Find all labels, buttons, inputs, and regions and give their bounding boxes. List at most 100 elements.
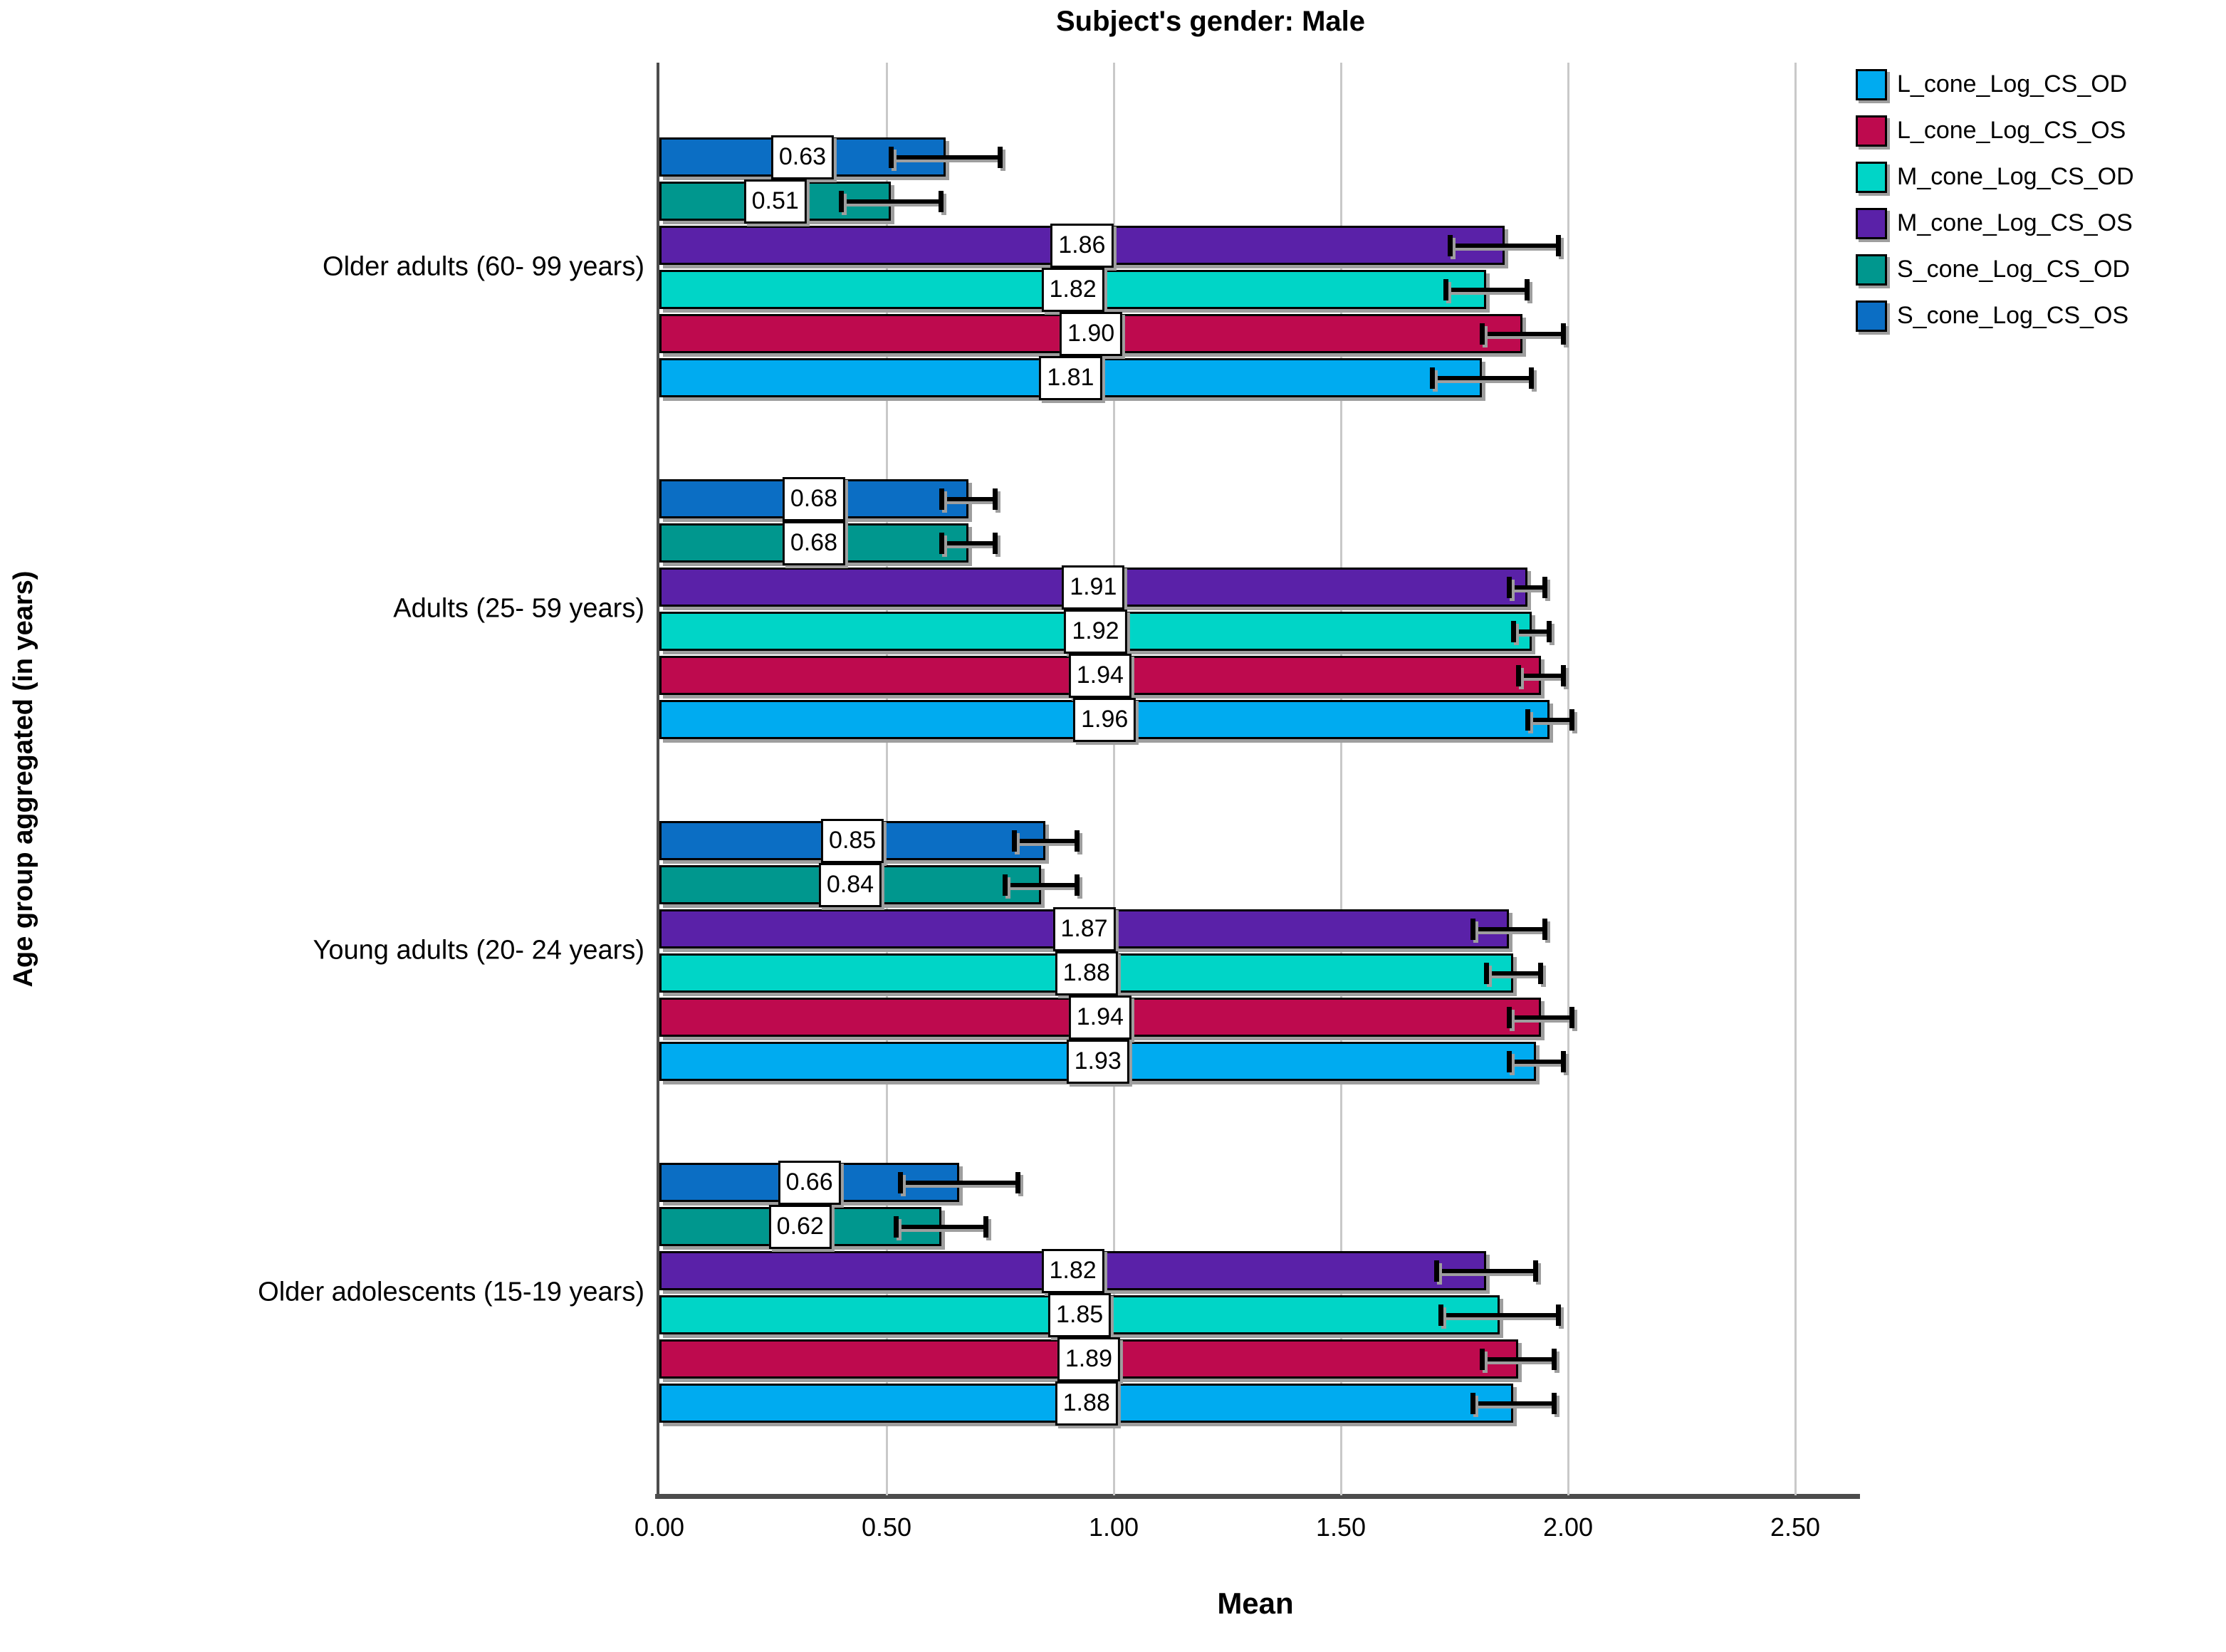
value-label: 0.68 [782, 476, 845, 521]
error-bar-cap [893, 1216, 899, 1238]
value-label: 0.68 [782, 521, 845, 565]
error-bar-cap [1507, 1006, 1512, 1028]
error-bar-line [941, 496, 996, 501]
value-label: 1.93 [1066, 1039, 1129, 1084]
x-tick-label: 1.00 [1088, 1512, 1139, 1542]
error-bar-cap [1560, 323, 1566, 345]
value-label: 1.91 [1062, 565, 1125, 610]
legend-label: S_cone_Log_CS_OD [1897, 256, 2131, 283]
error-bar-cap [1524, 278, 1530, 300]
error-bar-line [1004, 882, 1077, 887]
value-label: 0.62 [768, 1204, 832, 1249]
legend-swatch [1856, 161, 1887, 193]
legend-swatch [1856, 115, 1887, 147]
gridline [1340, 63, 1342, 1495]
error-bar-cap [1556, 234, 1562, 256]
error-bar-cap [939, 532, 944, 554]
legend-item: S_cone_Log_CS_OD [1856, 246, 2134, 293]
value-label: 0.51 [743, 179, 807, 224]
error-bar-line [891, 155, 1000, 160]
error-bar-cap [898, 1171, 904, 1193]
value-label: 1.92 [1064, 609, 1127, 654]
error-bar-cap [1484, 962, 1490, 984]
legend-item: M_cone_Log_CS_OS [1856, 200, 2134, 246]
x-tick-label: 0.50 [861, 1512, 912, 1542]
legend-label: L_cone_Log_CS_OS [1897, 117, 2126, 144]
error-bar-cap [1560, 664, 1566, 686]
value-label: 1.94 [1068, 653, 1132, 698]
error-bar-cap [1507, 576, 1512, 598]
legend-item: S_cone_Log_CS_OS [1856, 293, 2134, 339]
value-label: 1.89 [1057, 1337, 1120, 1381]
error-bar-cap [1443, 278, 1448, 300]
error-bar-cap [938, 190, 944, 212]
error-bar-cap [1547, 620, 1552, 642]
error-bar-cap [1448, 234, 1453, 256]
value-label: 0.63 [770, 135, 835, 179]
gridline [886, 63, 888, 1495]
error-bar-cap [1569, 709, 1575, 731]
error-bar-cap [1533, 1260, 1539, 1282]
x-tick-label: 2.50 [1770, 1512, 1821, 1542]
error-bar-line [941, 540, 996, 545]
error-bar-cap [983, 1216, 989, 1238]
category-label: Older adolescents (15-19 years) [258, 1277, 644, 1307]
gridline [1113, 63, 1115, 1495]
legend: L_cone_Log_CS_OD L_cone_Log_CS_OS M_cone_L… [1856, 61, 2134, 339]
y-axis-title: Age group aggregated (in years) [9, 570, 38, 988]
legend-label: M_cone_Log_CS_OS [1897, 209, 2133, 236]
error-bar-line [1473, 1401, 1554, 1406]
value-label: 0.66 [778, 1160, 841, 1205]
error-bar-cap [997, 146, 1003, 168]
error-bar-cap [993, 532, 998, 554]
error-bar-line [1450, 243, 1559, 248]
error-bar-cap [993, 488, 998, 510]
error-bar-cap [839, 190, 845, 212]
legend-swatch [1856, 207, 1887, 239]
x-tick-label: 2.00 [1542, 1512, 1594, 1542]
error-bar-cap [1438, 1304, 1444, 1326]
x-axis-title: Mean [1217, 1586, 1294, 1620]
error-bar-line [1481, 1356, 1554, 1361]
x-axis-line [655, 1494, 1860, 1499]
error-bar-cap [939, 488, 944, 510]
error-bar-cap [1429, 367, 1435, 389]
category-label: Older adults (60- 99 years) [323, 251, 644, 282]
error-bar-cap [1528, 367, 1534, 389]
error-bar-line [1513, 629, 1550, 634]
error-bar-line [895, 1224, 987, 1229]
error-bar-cap [1470, 1392, 1476, 1414]
legend-item: L_cone_Log_CS_OS [1856, 108, 2134, 154]
x-tick-label: 0.00 [634, 1512, 685, 1542]
value-label: 0.85 [821, 818, 884, 863]
y-axis-line [657, 63, 659, 1495]
value-label: 1.85 [1048, 1292, 1112, 1337]
error-bar-line [1445, 287, 1527, 292]
gridline [1567, 63, 1569, 1495]
legend-swatch [1856, 253, 1887, 286]
category-label: Adults (25- 59 years) [393, 593, 644, 624]
value-label: 1.86 [1050, 223, 1114, 268]
error-bar-cap [1560, 1050, 1566, 1072]
legend-swatch [1856, 68, 1887, 100]
error-bar-cap [1515, 664, 1521, 686]
error-bar-line [841, 199, 941, 204]
value-label: 0.84 [818, 862, 882, 907]
error-bar-cap [1551, 1348, 1557, 1370]
error-bar-line [1441, 1312, 1559, 1317]
value-label: 1.88 [1055, 951, 1118, 995]
value-label: 1.88 [1055, 1381, 1118, 1426]
error-bar-line [1509, 585, 1546, 590]
error-bar-cap [1479, 1348, 1485, 1370]
error-bar-cap [1511, 620, 1517, 642]
legend-label: S_cone_Log_CS_OS [1897, 302, 2129, 329]
value-label: 1.96 [1073, 697, 1136, 742]
gridline [1794, 63, 1797, 1495]
error-bar-line [1509, 1059, 1564, 1064]
value-label: 1.81 [1039, 355, 1102, 400]
error-bar-cap [1074, 874, 1080, 896]
value-label: 1.90 [1060, 311, 1123, 356]
chart-title: Subject's gender: Male [1055, 6, 1366, 37]
value-label: 1.94 [1068, 995, 1132, 1040]
error-bar-cap [1542, 576, 1548, 598]
